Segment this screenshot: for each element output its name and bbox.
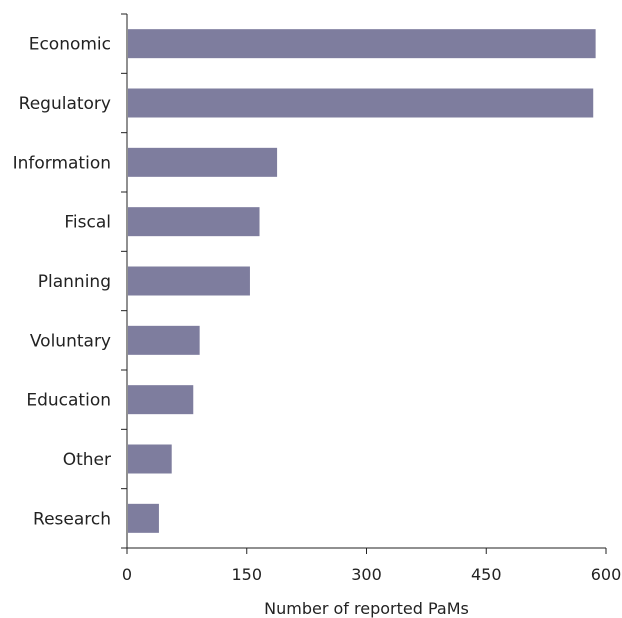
category-label-research: Research	[33, 509, 111, 529]
bar-other	[128, 445, 172, 474]
x-tick-label-150: 150	[231, 565, 262, 584]
bar-regulatory	[128, 89, 593, 118]
bar-economic	[128, 29, 596, 58]
x-tick-label-600: 600	[591, 565, 622, 584]
bar-information	[128, 148, 277, 177]
category-label-voluntary: Voluntary	[30, 331, 111, 351]
bar-research	[128, 504, 159, 533]
category-label-other: Other	[63, 450, 111, 470]
x-tick-label-300: 300	[351, 565, 382, 584]
x-ticks-group: 0 150 300 450 600	[122, 548, 621, 584]
x-tick-label-0: 0	[122, 565, 132, 584]
bar-planning	[128, 267, 250, 296]
y-ticks-group	[121, 14, 127, 548]
x-tick-label-450: 450	[471, 565, 502, 584]
category-labels-group: Economic Regulatory Information Fiscal Plann…	[13, 35, 111, 530]
category-label-fiscal: Fiscal	[64, 213, 111, 233]
category-label-planning: Planning	[38, 272, 111, 292]
category-label-economic: Economic	[29, 35, 111, 55]
bar-fiscal	[128, 207, 260, 236]
x-axis-title: Number of reported PaMs	[264, 599, 469, 618]
category-label-information: Information	[13, 153, 111, 173]
bar-voluntary	[128, 326, 200, 355]
bars-group	[128, 29, 596, 533]
category-label-education: Education	[26, 391, 111, 411]
category-label-regulatory: Regulatory	[19, 94, 111, 114]
bar-education	[128, 385, 193, 414]
